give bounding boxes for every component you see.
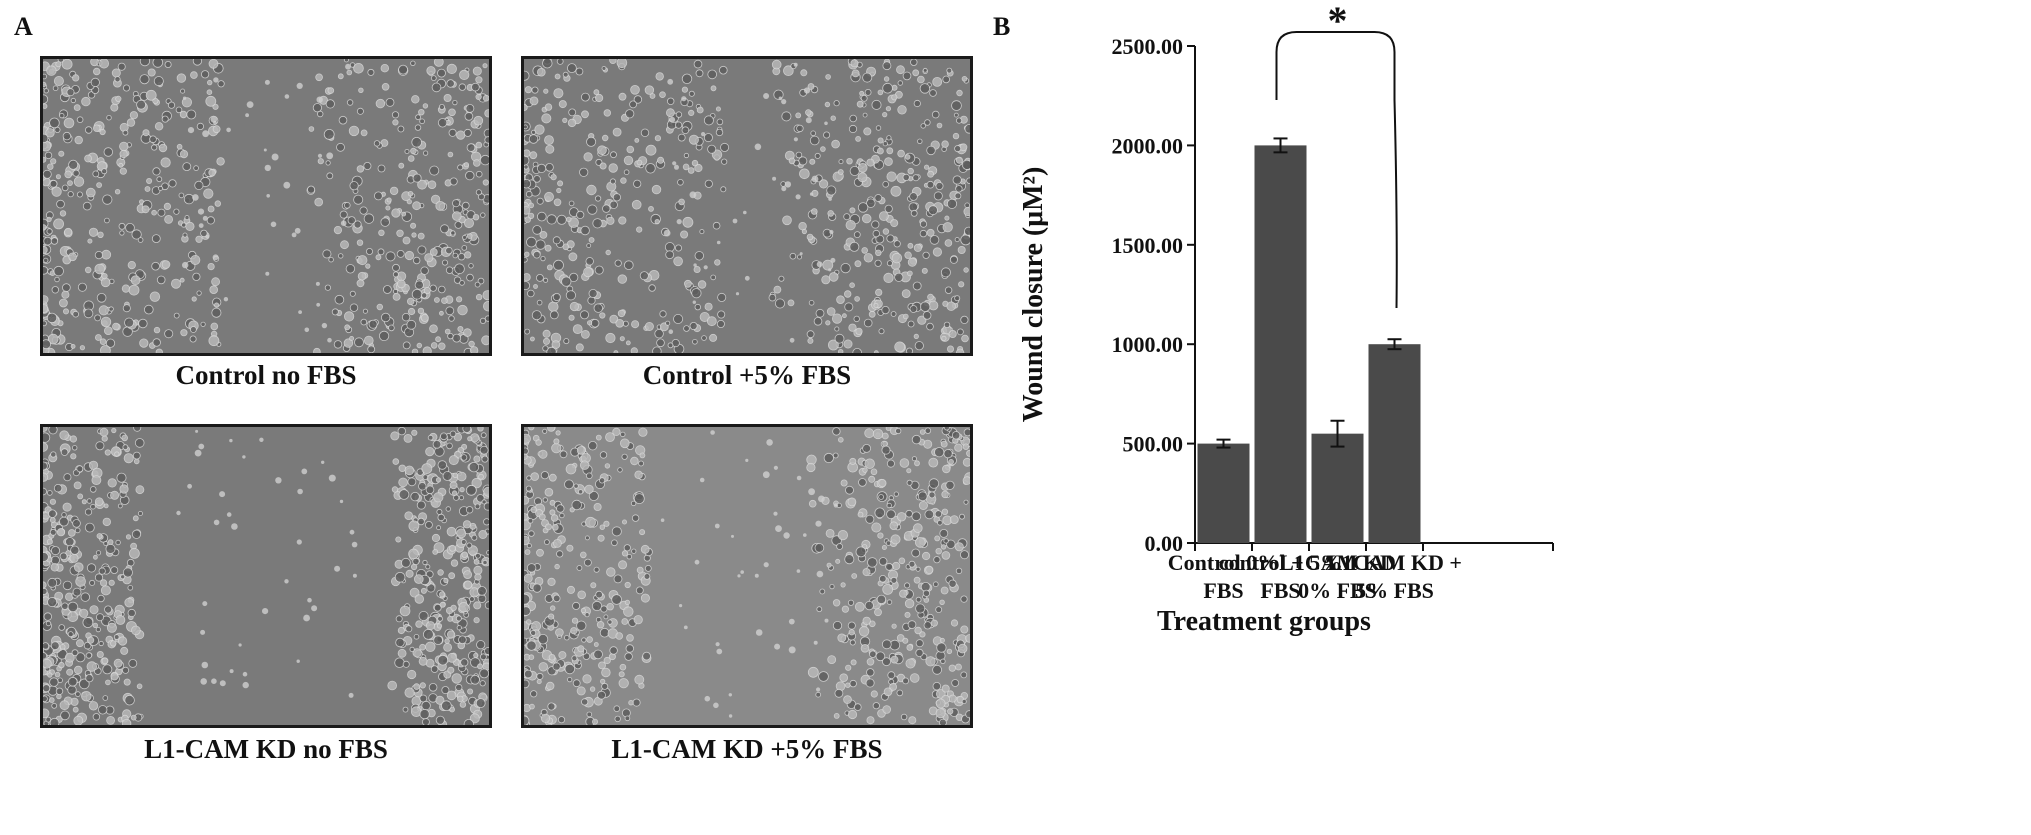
panel-a-letter: A [14, 12, 33, 41]
significance-star: * [1328, 0, 1348, 43]
micrograph-caption: Control +5% FBS [642, 360, 852, 390]
x-category-label: L1CAM KD + [1327, 550, 1462, 575]
y-tick-label: 500.00 [1123, 432, 1184, 457]
micrograph-caption: Control no FBS [175, 360, 357, 390]
y-tick-label: 0.00 [1145, 531, 1184, 556]
y-axis-title: Wound closure (μM²) [1018, 167, 1049, 423]
y-tick-label: 2500.00 [1112, 34, 1184, 59]
micrograph-caption: L1-CAM KD +5% FBS [611, 734, 883, 764]
significance-bracket [1275, 31, 1398, 309]
micrograph-texture [524, 59, 970, 353]
panel-b-letter: B [993, 12, 1011, 41]
x-category-label: FBS [1203, 578, 1243, 603]
micrograph-control-no-fbs [40, 56, 492, 356]
x-category-label: control + 5% [1219, 550, 1342, 575]
x-category-label: 5% FBS [1355, 578, 1434, 603]
micrograph-caption: L1-CAM KD no FBS [144, 734, 388, 764]
micrograph-l1cam-kd-no-fbs [40, 424, 492, 728]
bar [1368, 344, 1421, 543]
micrograph-l1cam-kd-5-fbs [521, 424, 973, 728]
micrograph-texture [43, 427, 489, 725]
x-category-label: 0% FBS [1298, 578, 1377, 603]
bar [1197, 443, 1250, 543]
y-tick-label: 1000.00 [1112, 332, 1184, 357]
micrograph-control-5-fbs [521, 56, 973, 356]
chart-bars [1197, 137, 1421, 543]
micrograph-texture [524, 427, 970, 725]
chart-labels: 0.00 500.00 1000.00 1500.00 2000.00 2500.00 Co… [1112, 34, 1462, 603]
x-category-label: FBS [1260, 578, 1300, 603]
bar [1254, 145, 1307, 543]
y-tick-label: 2000.00 [1112, 133, 1184, 158]
x-category-label: L1CAM KD [1279, 550, 1396, 575]
bar-chart: 0.00 500.00 1000.00 1500.00 2000.00 2500.00 Co… [1018, 0, 1554, 637]
micrograph-texture [43, 59, 489, 353]
x-category-label: Control 0% [1168, 550, 1279, 575]
y-tick-label: 1500.00 [1112, 233, 1184, 258]
bar [1311, 433, 1364, 543]
x-axis-title: Treatment groups [1157, 606, 1371, 637]
